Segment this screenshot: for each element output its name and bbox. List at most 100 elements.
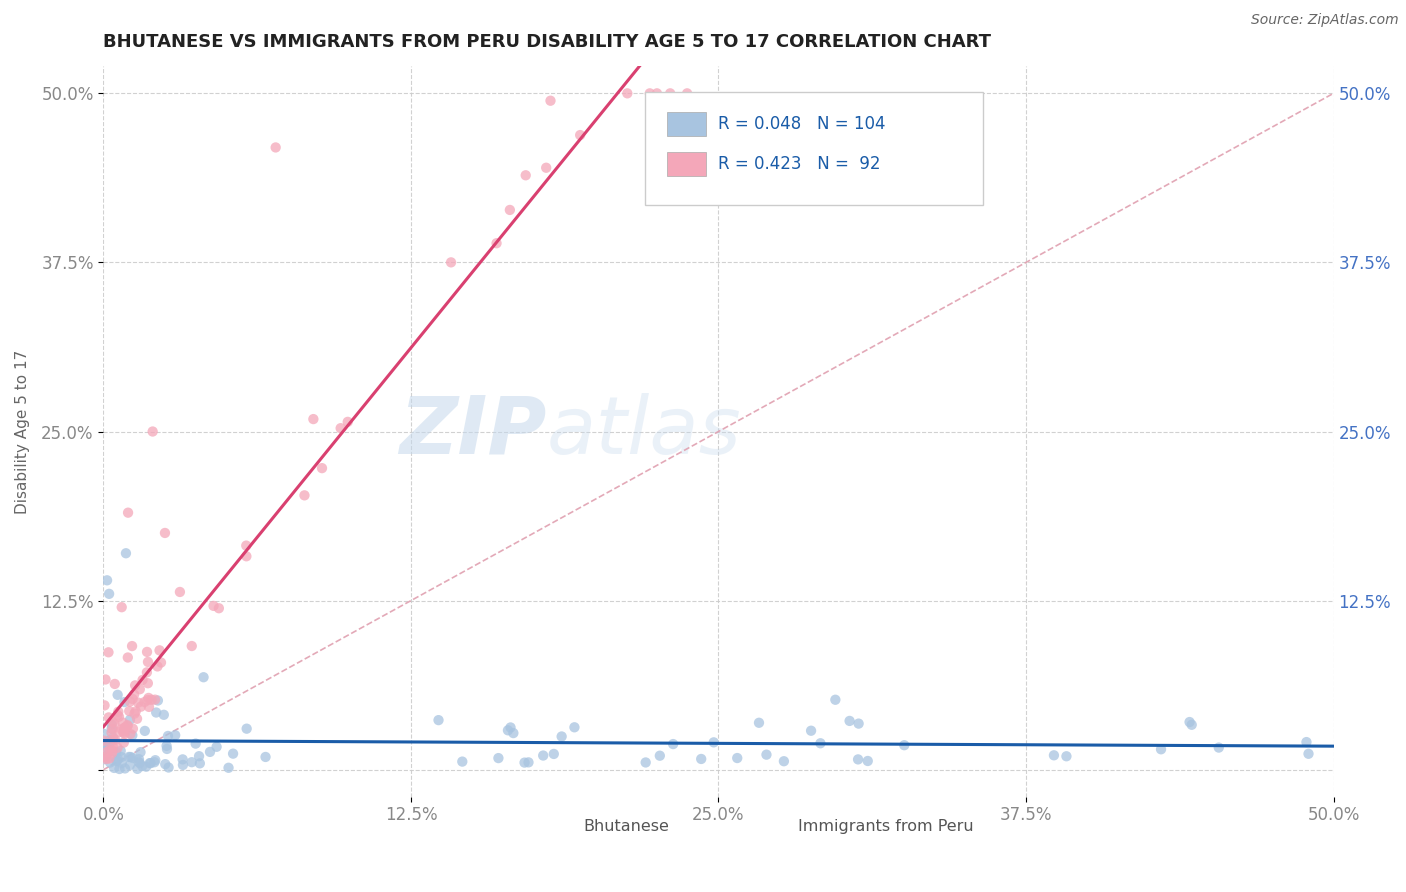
Point [93, 752, 115, 766]
Point [107, 705, 129, 719]
Point [180, 755, 202, 769]
Point [141, 693, 163, 707]
Point [143, 756, 166, 770]
Point [107, 688, 129, 702]
Point [1181, 718, 1204, 732]
Point [110, 744, 132, 758]
Point [148, 643, 170, 657]
Point [502, 726, 524, 740]
Point [112, 725, 135, 739]
Text: Bhutanese: Bhutanese [583, 819, 669, 834]
FancyBboxPatch shape [666, 153, 706, 176]
Point [108, 724, 131, 739]
Point [98, 742, 121, 756]
Point [124, 678, 146, 692]
Point [107, 752, 129, 766]
Point [120, 727, 142, 741]
Point [690, 752, 713, 766]
Point [659, 87, 682, 101]
Point [662, 737, 685, 751]
Point [101, 731, 124, 745]
FancyBboxPatch shape [540, 819, 575, 835]
Point [107, 708, 129, 723]
Point [496, 723, 519, 738]
Point [138, 690, 160, 705]
Point [104, 677, 127, 691]
Point [136, 693, 159, 707]
Point [114, 727, 136, 741]
Point [118, 704, 141, 718]
Point [101, 746, 124, 760]
Point [94, 736, 117, 750]
Point [157, 760, 180, 774]
Point [848, 716, 870, 731]
Point [108, 762, 131, 776]
Point [117, 718, 139, 732]
Point [188, 749, 211, 764]
Point [131, 673, 153, 687]
Point [107, 740, 129, 755]
Point [93, 698, 115, 713]
Point [117, 650, 139, 665]
Point [616, 87, 638, 101]
Point [139, 756, 162, 771]
Point [114, 761, 136, 775]
Point [127, 696, 149, 710]
Point [136, 676, 159, 690]
Point [254, 750, 277, 764]
Point [550, 730, 572, 744]
Text: ZIP: ZIP [399, 392, 547, 470]
Point [112, 723, 135, 738]
Point [117, 506, 139, 520]
Point [104, 732, 127, 747]
Point [222, 747, 245, 761]
Point [810, 736, 832, 750]
Point [676, 87, 699, 101]
FancyBboxPatch shape [666, 112, 706, 136]
Point [136, 655, 159, 669]
Point [96, 748, 118, 763]
Point [517, 756, 540, 770]
Point [755, 747, 778, 762]
Point [294, 488, 316, 502]
Point [128, 682, 150, 697]
Point [111, 715, 134, 730]
Point [703, 735, 725, 749]
Point [1043, 748, 1066, 763]
Point [136, 645, 159, 659]
Point [153, 707, 176, 722]
Point [856, 754, 879, 768]
Text: BHUTANESE VS IMMIGRANTS FROM PERU DISABILITY AGE 5 TO 17 CORRELATION CHART: BHUTANESE VS IMMIGRANTS FROM PERU DISABI… [104, 33, 991, 51]
Point [111, 756, 134, 770]
Point [127, 762, 149, 776]
Point [100, 722, 122, 736]
Point [169, 585, 191, 599]
Point [135, 665, 157, 680]
Text: R = 0.423   N =  92: R = 0.423 N = 92 [718, 155, 882, 173]
Point [143, 692, 166, 706]
Point [534, 161, 557, 175]
Point [112, 736, 135, 750]
Point [134, 723, 156, 738]
Point [94, 673, 117, 687]
Point [184, 737, 207, 751]
Point [145, 706, 167, 720]
Point [188, 756, 211, 771]
Point [800, 723, 823, 738]
Point [1295, 735, 1317, 749]
Point [218, 761, 240, 775]
Point [96, 574, 118, 588]
Point [128, 752, 150, 766]
Point [486, 751, 509, 765]
Point [302, 412, 325, 426]
Point [638, 87, 661, 101]
Point [120, 750, 142, 764]
Point [101, 722, 124, 736]
Point [108, 709, 131, 723]
Point [329, 421, 352, 435]
Point [198, 745, 221, 759]
Point [110, 723, 132, 737]
Point [485, 236, 508, 251]
Point [645, 87, 668, 101]
Point [103, 732, 125, 747]
